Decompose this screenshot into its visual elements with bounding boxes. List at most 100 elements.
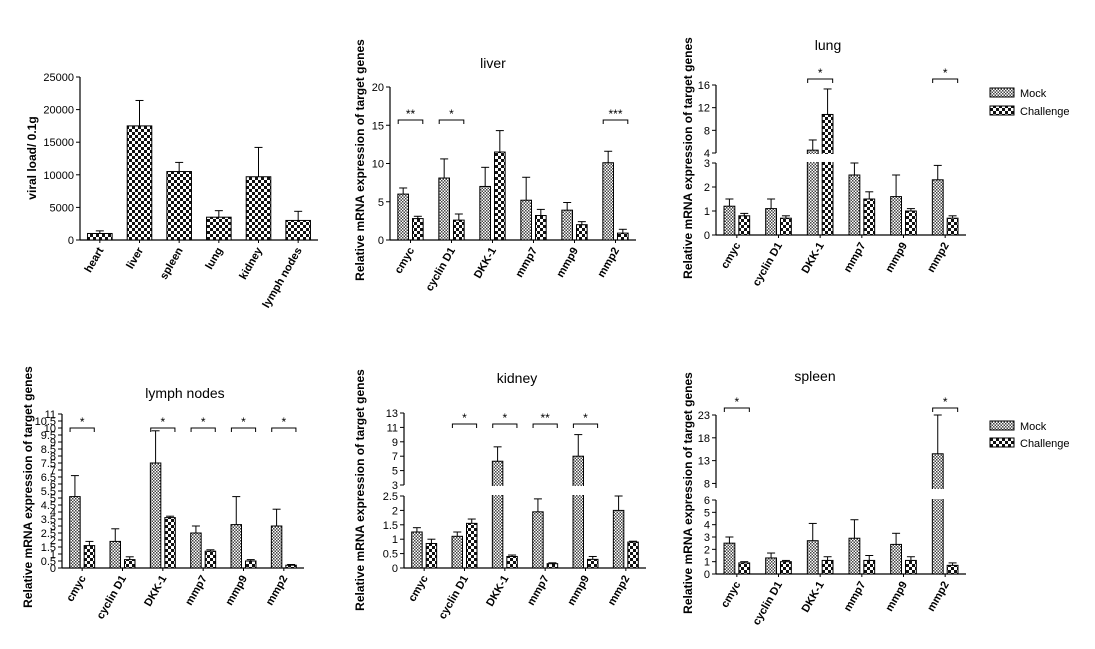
x-tick-label: DKK-1: [142, 574, 169, 609]
significance-bracket: [723, 407, 750, 412]
y-tick-label: 5000: [50, 202, 74, 214]
x-tick-label: DKK-1: [800, 580, 827, 615]
significance-label: *: [462, 411, 467, 425]
significance-bracket: [932, 407, 959, 412]
y-tick-label: 3: [704, 158, 710, 170]
y-tick-label: 11: [387, 422, 398, 434]
y-tick-label: 0: [68, 235, 74, 247]
bar: [535, 215, 547, 241]
x-tick-label: mmp7: [842, 580, 869, 614]
x-tick-label: mmp7: [183, 574, 210, 608]
x-tick-label: mmp2: [925, 241, 952, 275]
bar: [479, 185, 491, 241]
bar: [285, 219, 311, 241]
significance-bracket: [271, 427, 297, 432]
x-tick-label: mmp9: [884, 580, 911, 614]
y-tick-label: 1: [704, 557, 710, 569]
significance-label: *: [502, 411, 507, 425]
bar: [905, 210, 917, 236]
x-tick-label: cmyc: [393, 246, 417, 276]
significance-label: *: [80, 415, 85, 429]
bar: [164, 517, 176, 569]
y-tick-label: 10.5: [35, 416, 56, 428]
x-tick-label: mmp2: [264, 574, 291, 608]
chart-title: spleen: [794, 368, 835, 384]
y-tick-label: 6: [704, 495, 710, 507]
y-tick-label: 8.5: [41, 444, 56, 456]
legend-mock-label: Mock: [1020, 88, 1047, 100]
x-tick-label: mmp2: [606, 574, 633, 608]
y-tick-label: 3: [50, 521, 56, 533]
y-tick-label: 20000: [43, 105, 74, 117]
y-tick-label: 3: [704, 532, 710, 544]
y-tick-label: 8: [704, 478, 710, 490]
legend-mock-swatch: [989, 420, 1015, 431]
bar: [848, 537, 861, 575]
bar: [124, 559, 136, 569]
legend-mock-label: Mock: [1020, 421, 1047, 433]
bar: [572, 455, 584, 569]
y-tick-label: 15000: [43, 137, 74, 149]
bar: [438, 177, 450, 241]
x-tick-label: mmp2: [596, 246, 623, 280]
y-tick-label: 20: [372, 82, 384, 94]
significance-bracket: [602, 119, 629, 124]
legend-bottom: Mock Challenge: [989, 420, 1070, 450]
bar: [532, 511, 544, 569]
significance-bracket: [932, 78, 959, 83]
significance-label: *: [281, 415, 286, 429]
x-tick-label: DKK-1: [484, 574, 511, 609]
x-tick-label: mmp7: [525, 574, 552, 608]
y-tick-label: 5: [378, 197, 384, 209]
bar: [738, 562, 751, 575]
bar: [765, 557, 778, 575]
y-tick-label: 25000: [43, 72, 74, 84]
significance-label: *: [943, 395, 948, 409]
bar: [230, 524, 243, 569]
x-tick-label: mmp9: [884, 241, 911, 275]
x-tick-label: cyclin D1: [437, 574, 472, 622]
x-tick-label: mmp7: [514, 246, 541, 280]
y-tick-label: 7: [392, 451, 398, 463]
significance-label: **: [540, 411, 550, 425]
bar: [506, 555, 518, 569]
y-axis-label: Relative mRNA expression of target genes: [353, 39, 367, 281]
chart-title: kidney: [497, 370, 537, 386]
bar: [126, 125, 153, 241]
significance-bracket: [807, 78, 834, 83]
legend-challenge-swatch: [989, 105, 1015, 116]
y-tick-label: 7.5: [41, 458, 56, 470]
bar: [602, 162, 615, 241]
chart-spleen: spleen Relative mRNA expression of target…: [681, 368, 967, 627]
chart-liver: liver Relative mRNA expression of target …: [353, 39, 636, 293]
bar: [946, 217, 959, 236]
bar: [806, 149, 819, 236]
y-tick-label: 13: [698, 456, 710, 468]
bar: [723, 205, 736, 236]
y-tick-label: 12: [698, 103, 710, 115]
chart-title: lymph nodes: [145, 385, 224, 401]
legend-mock-swatch: [989, 87, 1015, 98]
significance-label: *: [583, 411, 588, 425]
significance-bracket: [397, 119, 424, 124]
bar: [166, 171, 192, 241]
x-tick-label: kidney: [237, 245, 265, 282]
significance-label: *: [818, 66, 823, 80]
bar: [738, 215, 751, 236]
y-tick-label: 6.5: [41, 472, 56, 484]
y-tick-label: 0: [704, 230, 710, 242]
y-tick-label: 0: [50, 563, 56, 575]
bar: [453, 219, 465, 241]
bar: [576, 224, 588, 241]
significance-label: *: [734, 395, 739, 409]
x-tick-label: cyclin D1: [751, 580, 786, 628]
chart-viral-load: viral load/ 0.1g 0 5000 10000 15000 20000 2500…: [25, 72, 318, 310]
y-tick-label: 1: [50, 549, 56, 561]
bar: [451, 535, 464, 569]
x-tick-label: cyclin D1: [424, 246, 459, 294]
y-axis-label: Relative mRNA expression of target genes: [681, 372, 695, 614]
significance-label: **: [406, 107, 416, 121]
significance-bracket: [190, 427, 216, 432]
y-tick-label: 4: [50, 507, 56, 519]
